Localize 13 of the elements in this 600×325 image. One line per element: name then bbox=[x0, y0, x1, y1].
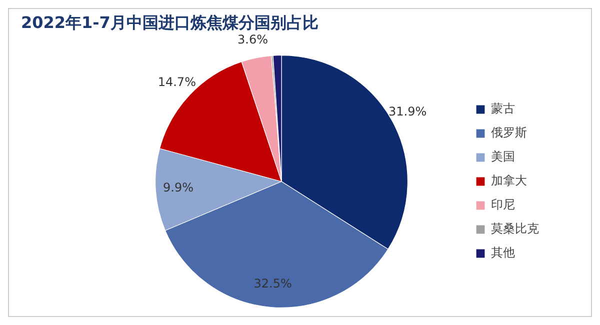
legend-label: 蒙古 bbox=[491, 102, 515, 116]
legend-label: 其他 bbox=[491, 246, 515, 260]
legend-label: 美国 bbox=[491, 150, 515, 164]
data-label: 32.5% bbox=[254, 276, 292, 291]
legend-label: 加拿大 bbox=[491, 174, 527, 188]
data-label: 9.9% bbox=[163, 180, 194, 195]
legend-label: 印尼 bbox=[491, 198, 515, 212]
legend-label: 莫桑比克 bbox=[491, 222, 539, 236]
data-label: 31.9% bbox=[388, 104, 427, 118]
chart-title: 2022年1-7月中国进口炼焦煤分国别占比 bbox=[21, 13, 318, 34]
data-label: 14.7% bbox=[158, 74, 196, 89]
legend-label: 俄罗斯 bbox=[491, 126, 527, 140]
data-label: 3.6% bbox=[238, 32, 268, 47]
